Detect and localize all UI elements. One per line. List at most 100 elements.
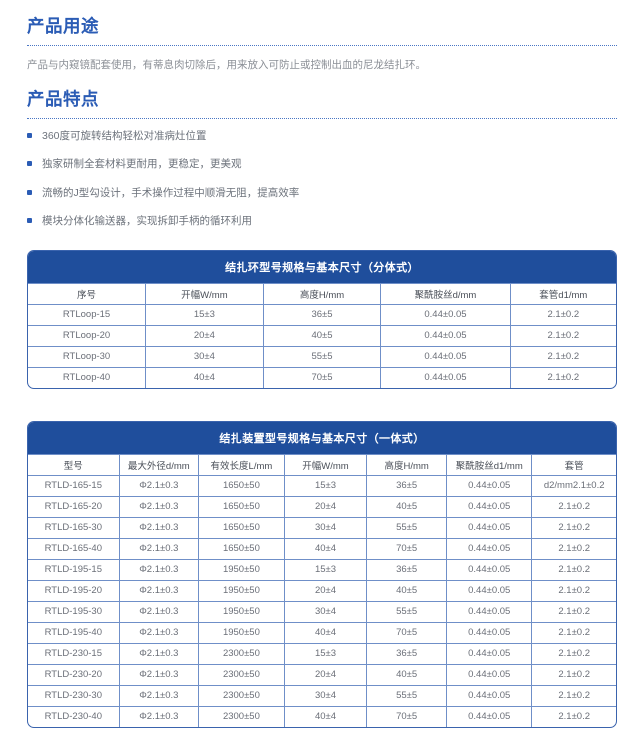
table-cell: 1650±50	[198, 474, 285, 497]
feature-label: 模块分体化输送器，实现拆卸手柄的循环利用	[42, 215, 252, 228]
table-cell: 40±4	[283, 705, 368, 727]
table-cell: RTLD-195-20	[28, 579, 120, 602]
section-divider	[27, 117, 617, 119]
table-row: RTLD-165-40 Φ2.1±0.3 1650±50 40±4 70±5 0…	[28, 537, 616, 560]
table-cell: 0.44±0.05	[380, 345, 511, 368]
bullet-icon	[27, 132, 32, 138]
feature-label: 360度可旋转结构轻松对准病灶位置	[42, 129, 207, 142]
table-row: RTLoop-15 15±3 36±5 0.44±0.05 2.1±0.2	[28, 303, 616, 326]
table-cell: Φ2.1±0.3	[118, 663, 200, 686]
table-cell: 2.1±0.2	[531, 579, 616, 602]
table-row: RTLD-195-30 Φ2.1±0.3 1950±50 30±4 55±5 0…	[28, 600, 616, 623]
table-cell: 40±5	[366, 495, 448, 518]
table-cell: 0.44±0.05	[446, 663, 533, 686]
table-row: RTLD-195-40 Φ2.1±0.3 1950±50 40±4 70±5 0…	[28, 621, 616, 644]
bullet-icon	[27, 189, 32, 195]
table-cell: 0.44±0.05	[446, 621, 533, 644]
table-cell: 55±5	[366, 684, 448, 707]
table-cell: 36±5	[262, 303, 382, 326]
table-cell: 40±4	[145, 366, 264, 388]
table-cell: 0.44±0.05	[446, 474, 533, 497]
table-cell: 2.1±0.2	[531, 516, 616, 539]
table-cell: 55±5	[366, 600, 448, 623]
table-row: RTLD-165-20 Φ2.1±0.3 1650±50 20±4 40±5 0…	[28, 495, 616, 518]
section-divider	[27, 44, 617, 46]
ligation-device-spec-table-container: 结扎装置型号规格与基本尺寸（一体式） 型号 最大外径d/mm 有效长度L/mm …	[27, 420, 617, 728]
table-cell: 30±4	[283, 684, 368, 707]
table-cell: 1950±50	[198, 558, 285, 581]
column-header: 高度H/mm	[366, 453, 448, 476]
table-cell: 2.1±0.2	[509, 303, 616, 326]
table-cell: RTLoop-15	[28, 303, 147, 326]
table-row: RTLoop-20 20±4 40±5 0.44±0.05 2.1±0.2	[28, 324, 616, 347]
table-cell: 1650±50	[198, 495, 285, 518]
table-cell: 70±5	[366, 705, 448, 727]
table-cell: 0.44±0.05	[446, 516, 533, 539]
table-cell: 0.44±0.05	[446, 537, 533, 560]
ligation-ring-spec-table: 结扎环型号规格与基本尺寸（分体式） 序号 开幅W/mm 高度H/mm 聚酰胺丝d…	[28, 250, 616, 388]
table-cell: Φ2.1±0.3	[118, 495, 200, 518]
table-row: RTLD-195-15 Φ2.1±0.3 1950±50 15±3 36±5 0…	[28, 558, 616, 581]
table-cell: 15±3	[145, 303, 264, 326]
table-cell: 30±4	[283, 600, 368, 623]
table-cell: 20±4	[145, 324, 264, 347]
column-header: 型号	[28, 453, 120, 476]
table-cell: RTLD-230-30	[28, 684, 120, 707]
table-row: RTLoop-30 30±4 55±5 0.44±0.05 2.1±0.2	[28, 345, 616, 368]
table-cell: 40±5	[262, 324, 382, 347]
table-cell: Φ2.1±0.3	[118, 621, 200, 644]
table-cell: 2.1±0.2	[531, 537, 616, 560]
table-cell: 40±4	[283, 621, 368, 644]
table-cell: 15±3	[283, 642, 368, 665]
feature-label: 独家研制全套材料更耐用，更稳定，更美观	[42, 158, 242, 171]
table-cell: 70±5	[366, 621, 448, 644]
table-cell: Φ2.1±0.3	[118, 558, 200, 581]
table-cell: Φ2.1±0.3	[118, 684, 200, 707]
table-cell: 20±4	[283, 579, 368, 602]
table-cell: 55±5	[262, 345, 382, 368]
table-cell: 0.44±0.05	[446, 495, 533, 518]
table-cell: RTLoop-40	[28, 366, 147, 388]
table-cell: 2.1±0.2	[531, 705, 616, 727]
table-cell: RTLD-195-30	[28, 600, 120, 623]
column-header: 开幅W/mm	[283, 453, 368, 476]
table-cell: RTLD-165-20	[28, 495, 120, 518]
table-cell: 36±5	[366, 558, 448, 581]
feature-list: 360度可旋转结构轻松对准病灶位置 独家研制全套材料更耐用，更稳定，更美观 流畅…	[27, 131, 617, 227]
table-cell: 2.1±0.2	[531, 663, 616, 686]
list-item: 流畅的J型勾设计，手术操作过程中顺滑无阻，提高效率	[27, 188, 617, 199]
table-cell: 0.44±0.05	[446, 642, 533, 665]
table-cell: 0.44±0.05	[446, 579, 533, 602]
table-cell: 2.1±0.2	[531, 558, 616, 581]
table-cell: 70±5	[262, 366, 382, 388]
table-cell: 30±4	[283, 516, 368, 539]
table-cell: RTLD-165-15	[28, 474, 120, 497]
column-header: 最大外径d/mm	[118, 453, 200, 476]
table-cell: RTLD-230-40	[28, 705, 120, 727]
table-cell: 2.1±0.2	[531, 642, 616, 665]
table-cell: 40±5	[366, 579, 448, 602]
column-header: 聚酰胺丝d1/mm	[446, 453, 533, 476]
section-product-features: 产品特点 360度可旋转结构轻松对准病灶位置 独家研制全套材料更耐用，更稳定，更…	[27, 73, 617, 227]
table-row: RTLoop-40 40±4 70±5 0.44±0.05 2.1±0.2	[28, 366, 616, 388]
table-cell: 20±4	[283, 495, 368, 518]
table-cell: 0.44±0.05	[446, 705, 533, 727]
table-cell: 2300±50	[198, 684, 285, 707]
table-cell: 1650±50	[198, 516, 285, 539]
ligation-device-spec-table: 结扎装置型号规格与基本尺寸（一体式） 型号 最大外径d/mm 有效长度L/mm …	[28, 421, 616, 727]
table-cell: 0.44±0.05	[446, 684, 533, 707]
table-cell: 2300±50	[198, 663, 285, 686]
table-row: RTLD-195-20 Φ2.1±0.3 1950±50 20±4 40±5 0…	[28, 579, 616, 602]
table-caption: 结扎装置型号规格与基本尺寸（一体式）	[28, 421, 616, 454]
table-cell: RTLD-230-20	[28, 663, 120, 686]
page-title-product-features: 产品特点	[27, 89, 99, 110]
list-item: 360度可旋转结构轻松对准病灶位置	[27, 131, 617, 142]
table-cell: 1950±50	[198, 579, 285, 602]
table-row: RTLD-230-20 Φ2.1±0.3 2300±50 20±4 40±5 0…	[28, 663, 616, 686]
table-cell: 36±5	[366, 474, 448, 497]
table-cell: 20±4	[283, 663, 368, 686]
column-header: 序号	[28, 282, 147, 305]
table-cell: 2300±50	[198, 705, 285, 727]
table-row: RTLD-230-30 Φ2.1±0.3 2300±50 30±4 55±5 0…	[28, 684, 616, 707]
